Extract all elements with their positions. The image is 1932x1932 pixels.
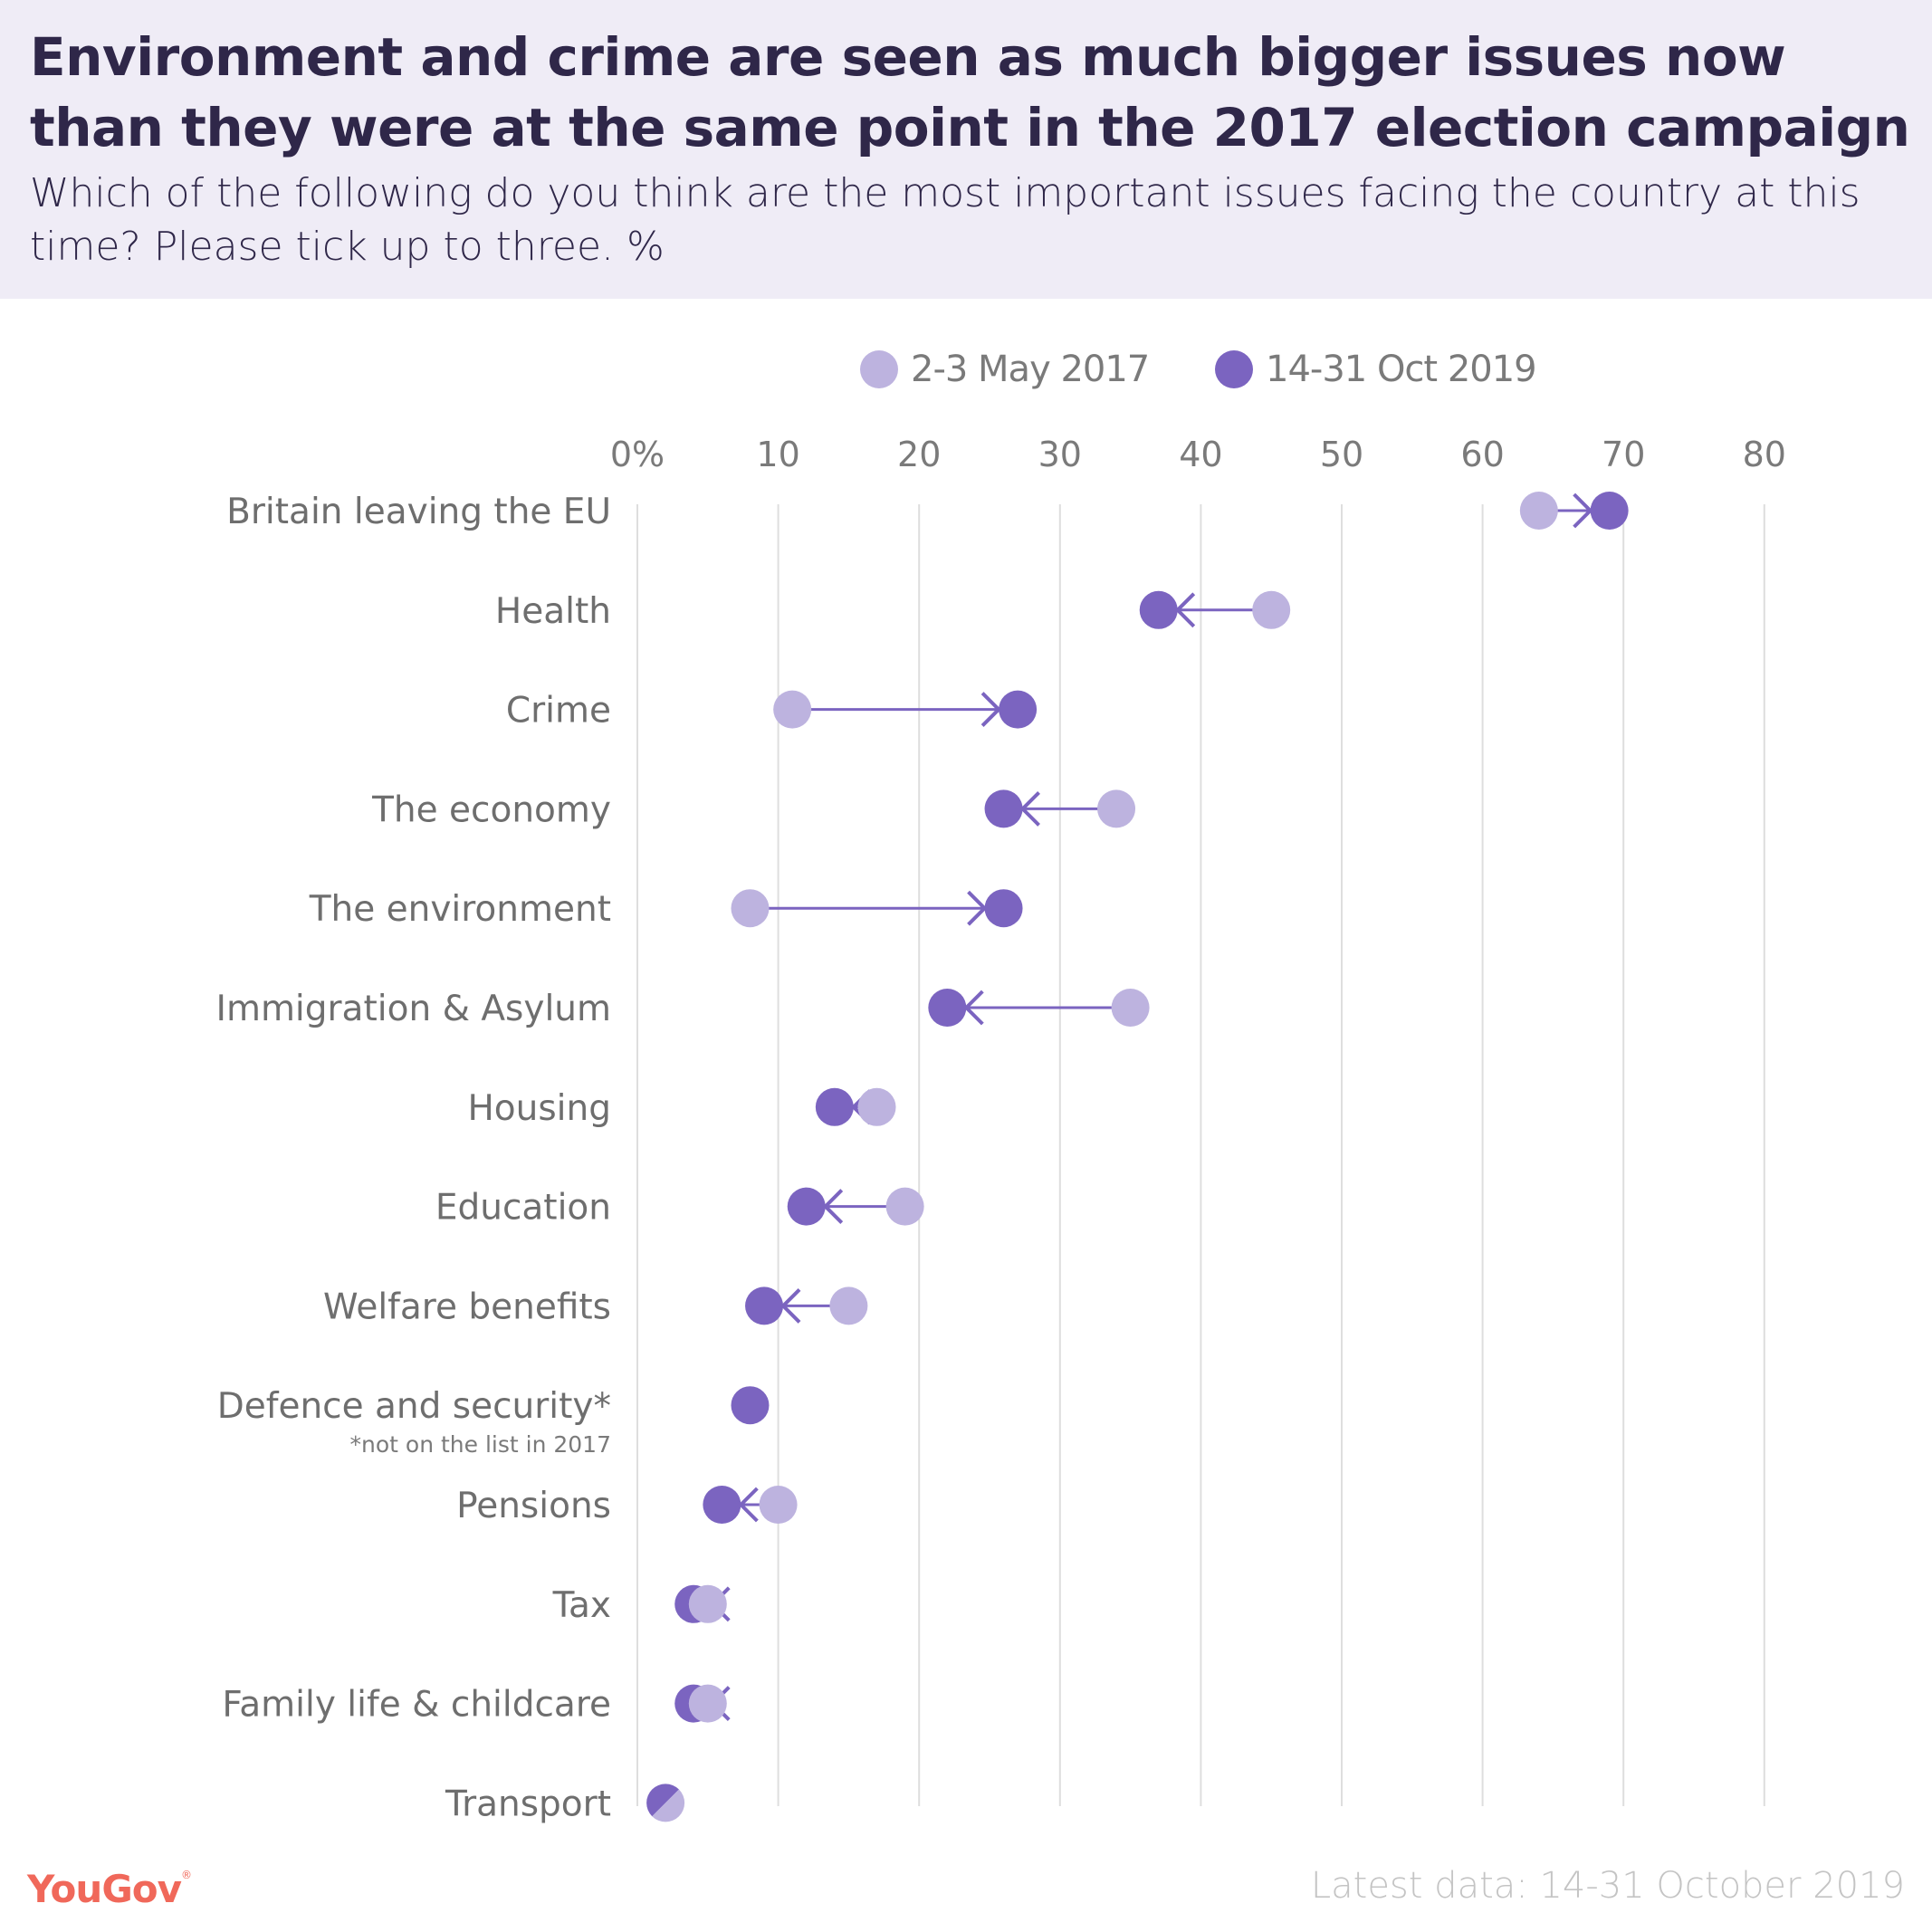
- yougov-logo: YouGov®: [27, 1867, 192, 1911]
- dot-2017: [829, 1286, 868, 1325]
- category-label: The economy: [371, 789, 611, 830]
- category-label: Education: [435, 1188, 611, 1229]
- category-label: Britain leaving the EU: [226, 492, 611, 532]
- dot-2019: [646, 1784, 679, 1817]
- dot-2019: [1139, 590, 1178, 629]
- category-label: Housing: [467, 1088, 611, 1129]
- x-tick-label: 70: [1602, 435, 1645, 474]
- dot-2017: [688, 1584, 727, 1623]
- legend-item-2019: 14-31 Oct 2019: [1215, 349, 1537, 390]
- legend-dot-2017: [860, 350, 898, 388]
- dot-2017: [1111, 989, 1150, 1027]
- category-label: Defence and security*: [217, 1386, 611, 1427]
- category-label: Tax: [552, 1585, 611, 1626]
- category-label: Crime: [506, 691, 611, 732]
- dot-2017: [1097, 789, 1136, 828]
- x-tick-label: 40: [1179, 435, 1222, 474]
- dot-2019: [703, 1486, 741, 1524]
- dot-2019: [984, 789, 1023, 828]
- category-label: Health: [495, 591, 611, 632]
- x-tick-label: 50: [1320, 435, 1363, 474]
- dot-2019: [731, 1386, 770, 1425]
- dot-2019: [787, 1187, 826, 1226]
- registered-mark: ®: [181, 1869, 192, 1881]
- dot-2019: [815, 1087, 854, 1126]
- logo-text: YouGov: [27, 1867, 182, 1911]
- dot-2019: [984, 889, 1023, 928]
- dot-2019: [745, 1286, 784, 1325]
- x-tick-label: 80: [1743, 435, 1786, 474]
- category-footnote: *not on the list in 2017: [350, 1431, 611, 1458]
- dot-2017: [759, 1486, 798, 1524]
- category-label: Transport: [445, 1784, 611, 1824]
- category-label: Pensions: [456, 1486, 611, 1526]
- dot-2017: [1252, 590, 1291, 629]
- header-band: Environment and crime are seen as much b…: [0, 0, 1932, 299]
- category-label: Immigration & Asylum: [215, 989, 611, 1029]
- dot-2019: [1590, 492, 1629, 530]
- dot-2017: [1519, 492, 1558, 530]
- x-tick-label: 0%: [610, 435, 665, 474]
- dot-2017: [885, 1187, 924, 1226]
- dot-2017: [857, 1087, 896, 1126]
- legend-item-2017: 2-3 May 2017: [860, 349, 1150, 390]
- chart-subtitle: Which of the following do you think are …: [30, 170, 1860, 270]
- x-tick-label: 20: [897, 435, 941, 474]
- category-label: Welfare benefits: [323, 1286, 611, 1327]
- category-label: The environment: [309, 889, 611, 930]
- legend: 2-3 May 2017 14-31 Oct 2019: [0, 349, 1932, 394]
- x-tick-label: 30: [1038, 435, 1082, 474]
- x-tick-label: 10: [756, 435, 799, 474]
- category-label: Family life & childcare: [222, 1685, 611, 1726]
- dot-2017: [652, 1789, 685, 1822]
- dot-2017: [688, 1684, 727, 1723]
- legend-label-2019: 14-31 Oct 2019: [1266, 349, 1537, 390]
- latest-data-note: Latest data: 14-31 October 2019: [1310, 1865, 1905, 1907]
- legend-label-2017: 2-3 May 2017: [911, 349, 1150, 390]
- dot-2019: [928, 989, 967, 1027]
- chart-title: Environment and crime are seen as much b…: [30, 26, 1910, 158]
- x-tick-label: 60: [1460, 435, 1504, 474]
- dot-2017: [773, 690, 812, 729]
- dot-2017: [731, 889, 770, 928]
- legend-dot-2019: [1215, 350, 1253, 388]
- dot-2019: [999, 690, 1038, 729]
